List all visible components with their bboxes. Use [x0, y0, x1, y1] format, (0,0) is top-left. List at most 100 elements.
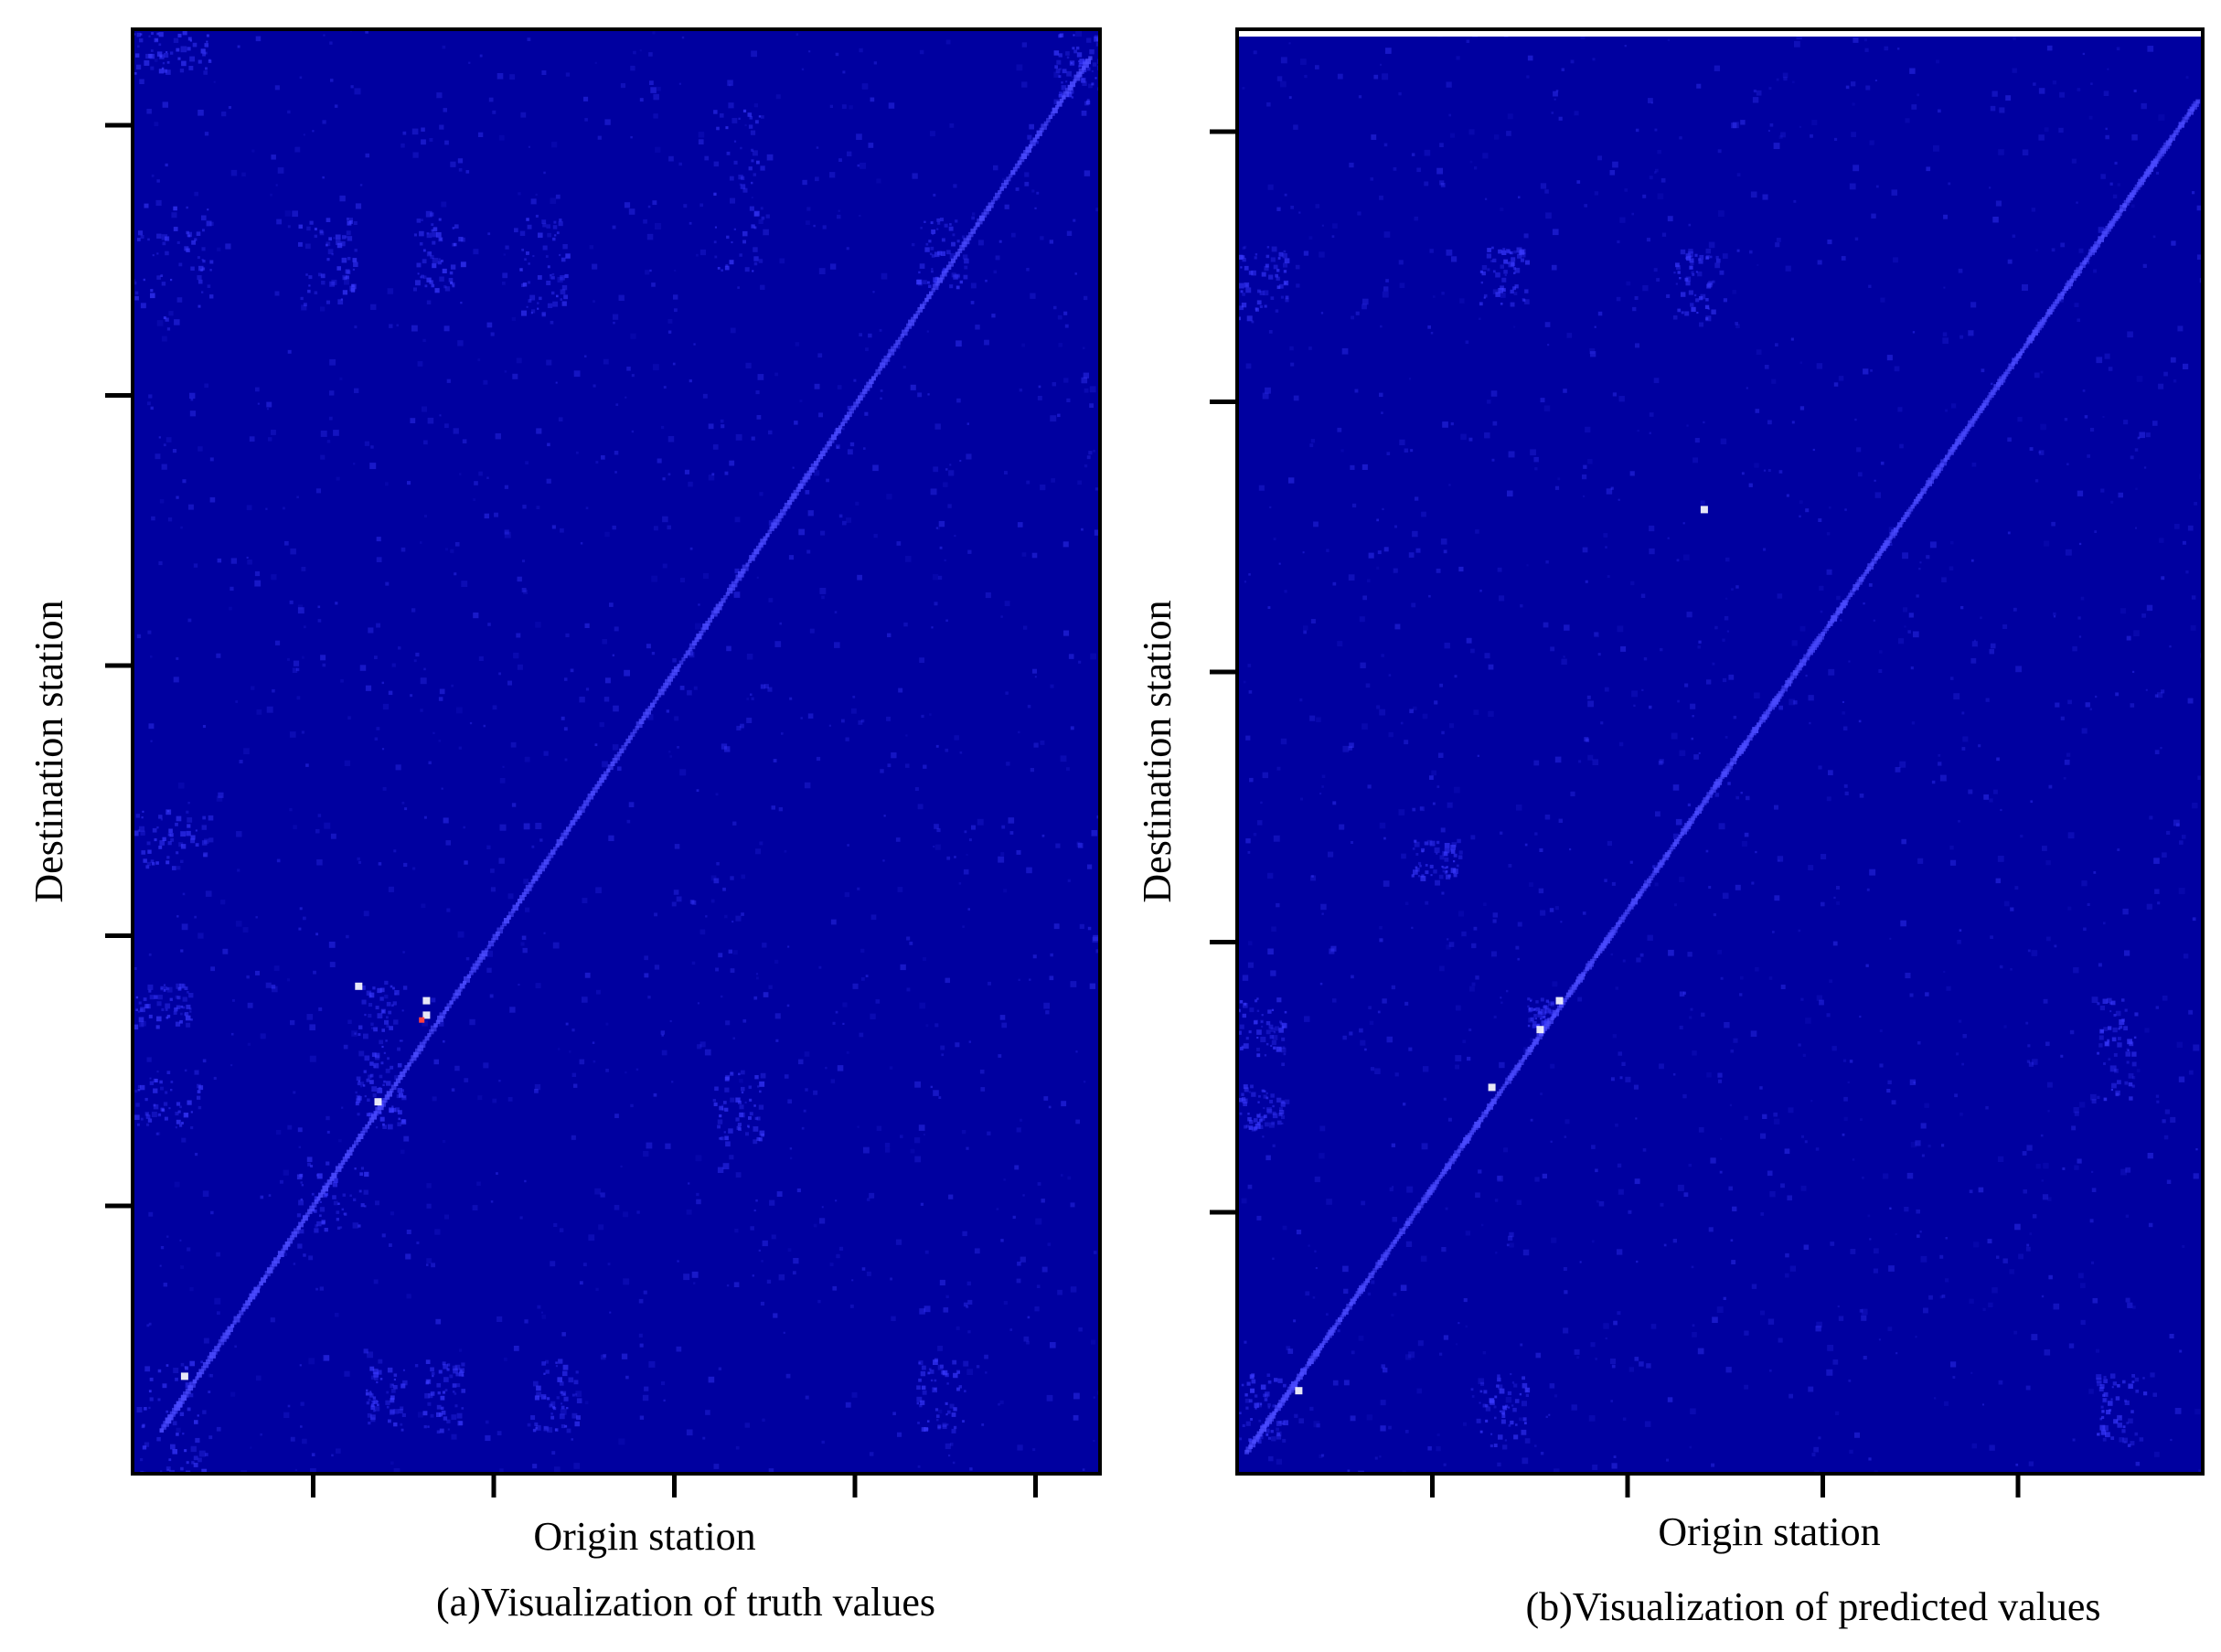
heatmap-cell — [1880, 461, 1885, 465]
heatmap-cell — [1949, 677, 1954, 680]
heatmap-cell — [307, 1162, 311, 1167]
heatmap-cell — [140, 830, 145, 836]
heatmap-cell — [1309, 443, 1314, 448]
heatmap-cell — [910, 384, 916, 390]
heatmap-cell — [532, 1428, 537, 1433]
heatmap-cell — [504, 529, 509, 535]
heatmap-cell — [149, 655, 153, 658]
heatmap-cell — [783, 1331, 785, 1334]
heatmap-cell — [538, 232, 543, 239]
heatmap-cell — [368, 627, 374, 634]
heatmap-cell — [1063, 630, 1070, 636]
heatmap-cell — [1244, 1398, 1250, 1403]
heatmap-cell — [528, 145, 530, 148]
heatmap-cell — [2048, 1274, 2053, 1280]
heatmap-cell — [1769, 1369, 1772, 1372]
heatmap-cell — [1587, 458, 1593, 464]
heatmap-cell — [279, 1179, 283, 1184]
heatmap-cell — [2000, 808, 2002, 812]
heatmap-cell — [2041, 1295, 2045, 1298]
heatmap-cell — [156, 32, 160, 36]
heatmap-cell — [137, 1084, 141, 1088]
heatmap-cell — [943, 1307, 949, 1313]
heatmap-cell — [140, 33, 143, 36]
heatmap-cell — [1579, 1261, 1582, 1263]
heatmap-cell — [958, 1385, 962, 1389]
heatmap-cell — [1303, 630, 1307, 634]
diagonal-cell — [485, 948, 489, 953]
heatmap-cell — [1756, 349, 1762, 355]
heatmap-cell — [1448, 484, 1451, 486]
heatmap-cell — [510, 741, 517, 748]
heatmap-cell — [1078, 660, 1082, 664]
heatmap-cell — [429, 138, 433, 142]
heatmap-cell — [303, 133, 305, 136]
heatmap-cell — [521, 935, 527, 941]
heatmap-cell — [365, 153, 369, 158]
heatmap-cell — [648, 1360, 656, 1368]
diagonal-cell — [500, 925, 505, 930]
heatmap-cell — [1382, 291, 1389, 298]
heatmap-cell — [880, 397, 882, 400]
heatmap-cell — [1084, 295, 1088, 301]
heatmap-cell — [158, 32, 164, 37]
heatmap-cell — [2064, 418, 2068, 421]
heatmap-cell — [2114, 1068, 2119, 1073]
heatmap-cell — [354, 325, 358, 329]
heatmap-cell — [2132, 1306, 2136, 1309]
heatmap-cell — [1261, 1020, 1264, 1023]
heatmap-cell — [1329, 948, 1335, 954]
heatmap-cell — [1059, 91, 1062, 96]
diagonal-cell — [356, 1136, 361, 1143]
heatmap-cell — [551, 525, 556, 529]
heatmap-cell — [1442, 421, 1448, 428]
heatmap-cell — [2045, 936, 2051, 942]
heatmap-cell — [768, 430, 773, 435]
heatmap-cell — [966, 1146, 969, 1150]
heatmap-cell — [1245, 1037, 1249, 1040]
heatmap-cell — [1925, 992, 1929, 997]
heatmap-cell — [1058, 94, 1062, 98]
heatmap-cell — [1617, 240, 1620, 244]
heatmap-cell — [316, 859, 323, 866]
heatmap-cell — [1270, 1027, 1276, 1032]
heatmap-cell — [297, 604, 303, 610]
heatmap-cell — [145, 865, 150, 869]
heatmap-cell — [963, 869, 969, 875]
heatmap-cell — [1980, 616, 1982, 620]
diagonal-cell — [1055, 105, 1060, 110]
heatmap-cell — [1667, 216, 1673, 222]
heatmap-cell — [1736, 249, 1740, 252]
heatmap-cell — [779, 622, 782, 625]
heatmap-cell — [2089, 708, 2092, 710]
heatmap-cell — [747, 112, 753, 117]
heatmap-cell — [963, 1360, 969, 1367]
heatmap-cell — [868, 143, 874, 148]
heatmap-cell — [1842, 711, 1845, 715]
heatmap-cell — [155, 861, 159, 865]
heatmap-cell — [156, 320, 164, 326]
heatmap-cell — [623, 1278, 630, 1285]
heatmap-cell — [657, 86, 661, 91]
heatmap-cell — [1902, 607, 1908, 613]
heatmap-cell — [861, 83, 869, 90]
heatmap-cell — [1748, 483, 1753, 487]
heatmap-cell — [143, 858, 147, 863]
heatmap-cell — [433, 1059, 439, 1065]
heatmap-cell — [562, 244, 568, 250]
heatmap-cell — [1768, 976, 1773, 980]
heatmap-cell — [2077, 1273, 2084, 1279]
heatmap-cell — [1079, 923, 1084, 929]
diagonal-cell — [457, 986, 463, 992]
heatmap-cell — [686, 1209, 692, 1215]
heatmap-cell — [1076, 841, 1080, 845]
heatmap-cell — [1886, 1089, 1891, 1093]
heatmap-cell — [2155, 1094, 2160, 1098]
heatmap-cell — [866, 1198, 870, 1201]
heatmap-cell — [369, 1073, 374, 1078]
heatmap-cell — [1828, 770, 1833, 775]
heatmap-cell — [1500, 303, 1503, 305]
diagonal-cell — [429, 1029, 434, 1035]
diagonal-cell — [745, 562, 750, 567]
heatmap-cell — [444, 140, 449, 145]
